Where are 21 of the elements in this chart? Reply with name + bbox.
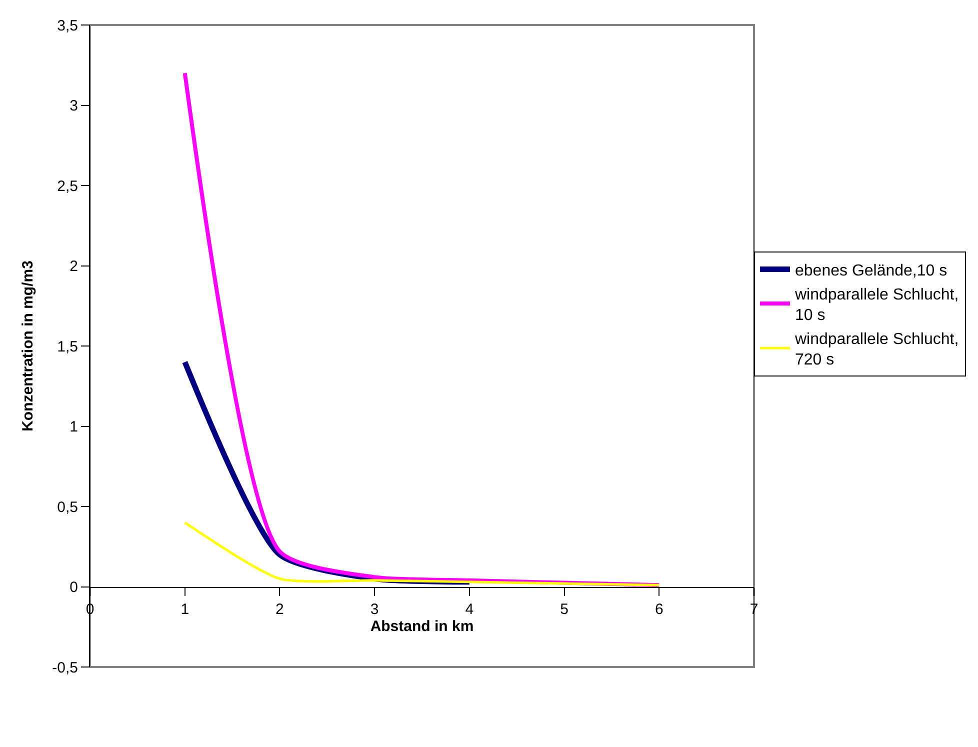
y-tick-label: -0,5 [52,659,78,676]
y-tick-label: 0,5 [57,498,78,516]
x-axis-title: Abstand in km [370,618,474,635]
x-tick-label: 4 [465,600,474,618]
x-tick-label: 3 [370,600,379,618]
y-tick-label: 3 [70,98,78,114]
x-tick-label: 5 [560,600,568,618]
legend-label: ebenes Gelände,10 s [795,262,948,280]
x-tick-label: 6 [654,600,664,618]
x-tick-label: 2 [276,600,284,618]
y-tick-label: 1 [70,418,78,436]
x-tick-label: 1 [180,600,190,618]
y-axis-title: Konzentration in mg/m3 [19,260,36,432]
y-tick-label: 1,5 [57,338,78,356]
legend-label: windparallele Schlucht, 720 s [794,330,959,369]
y-tick-label: 2,5 [57,178,78,195]
y-tick-label: 3,5 [57,17,78,34]
line-series [184,521,660,586]
y-tick-label: 0 [70,579,78,596]
x-tick-label: 7 [750,600,758,618]
y-tick-label: 2 [70,258,78,275]
